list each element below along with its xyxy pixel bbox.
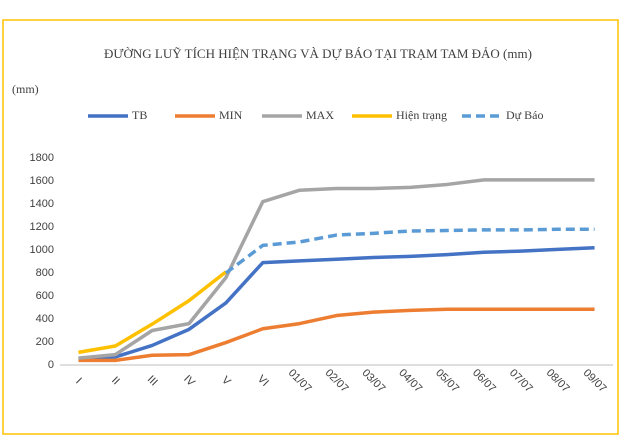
- frame: [2, 19, 619, 435]
- y-tick-label: 600: [36, 290, 54, 302]
- x-tick-label: I: [73, 376, 84, 387]
- legend-label: Dự Báo: [506, 108, 544, 122]
- y-tick-label: 1000: [30, 244, 54, 256]
- legend-label: Hiện trạng: [396, 108, 447, 122]
- y-tick-label: 0: [48, 359, 54, 371]
- series-line: [78, 178, 595, 360]
- x-tick-label: V: [219, 374, 233, 388]
- series-line: [78, 270, 227, 355]
- y-tick-label: 1800: [30, 152, 54, 164]
- legend-label: TB: [132, 108, 147, 122]
- x-tick-label: III: [145, 373, 160, 388]
- legend-label: MAX: [306, 108, 334, 122]
- series-line: [78, 307, 595, 363]
- y-tick-label: 400: [36, 313, 54, 325]
- x-tick-label: 01/07: [286, 367, 314, 395]
- x-tick-label: IV: [181, 373, 197, 389]
- x-tick-label: 09/07: [581, 367, 609, 395]
- series-line: [78, 245, 595, 361]
- x-tick-label: 05/07: [433, 367, 461, 395]
- y-tick-label: 200: [36, 336, 54, 348]
- series-line: [224, 227, 595, 275]
- legend-label: MIN: [219, 108, 243, 122]
- y-tick-label: 800: [36, 267, 54, 279]
- x-tick-label: 07/07: [507, 367, 535, 395]
- x-tick-label: II: [109, 375, 122, 388]
- chart-title: ĐƯỜNG LUỸ TÍCH HIỆN TRẠNG VÀ DỰ BÁO TẠI …: [104, 46, 532, 61]
- x-tick-label: 06/07: [470, 367, 498, 395]
- y-tick-label: 1600: [30, 175, 54, 187]
- y-tick-label: 1200: [30, 221, 54, 233]
- x-tick-label: 03/07: [359, 367, 387, 395]
- x-tick-label: 04/07: [396, 367, 424, 395]
- x-tick-label: 02/07: [323, 367, 351, 395]
- y-tick-label: 1400: [30, 198, 54, 210]
- y-axis-label: (mm): [12, 82, 39, 96]
- x-tick-label: 08/07: [544, 367, 572, 395]
- x-tick-label: VI: [255, 373, 271, 389]
